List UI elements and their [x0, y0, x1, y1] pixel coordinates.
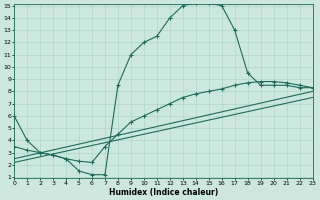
X-axis label: Humidex (Indice chaleur): Humidex (Indice chaleur)	[109, 188, 218, 197]
